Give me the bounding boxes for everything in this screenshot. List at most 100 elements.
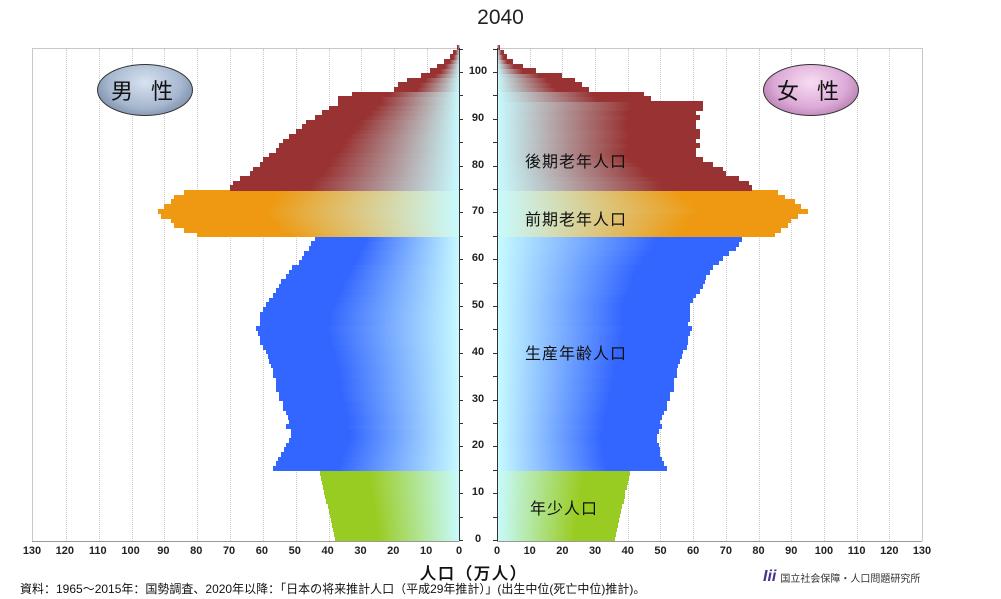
female-bar [497,456,663,463]
male-bar [259,311,460,317]
male-bar [305,119,460,126]
y-tick-mark [459,329,463,331]
early-elderly-label: 前期老年人口 [525,212,628,229]
female-bar [497,63,524,69]
female-bar [497,344,687,350]
female-bar [497,115,700,121]
male-bar [308,246,460,252]
male-bar [290,433,460,439]
male-bar [289,133,460,140]
male-bar [269,297,460,303]
male-bar [259,339,460,346]
source-note: 資料：1965～2015年：国勢調査、2020年以降：「日本の将来推計人口（平成… [20,582,646,596]
female-bar [497,147,697,154]
female-bar [497,157,703,163]
male-bar [272,466,460,472]
y-tick: 80 [471,158,485,171]
y-tick: 90 [471,111,485,124]
y-tick-mark [493,469,497,471]
right-x-axis [497,541,922,542]
left-axis-line [459,48,460,541]
male-bar [277,456,460,463]
female-bar [497,77,576,83]
male-bar [322,480,460,486]
female-bar [497,414,663,420]
male-bar [259,321,460,327]
female-bar [497,180,749,186]
male-bar [289,438,460,444]
x-tick: 60 [255,545,269,557]
male-bar [174,194,460,200]
male-bar [276,386,460,392]
female-bar [497,377,674,383]
female-bar [497,367,677,374]
male-bar [315,236,460,243]
gridline [856,49,858,541]
male-bar [285,424,460,430]
youth-label: 年少人口 [530,501,599,518]
female-bar [497,297,694,303]
y-tick-mark [459,376,463,378]
x-tick: 20 [556,545,569,557]
x-tick: 60 [687,545,700,557]
female-bar [497,204,802,210]
female-bar [497,101,703,107]
x-tick: 10 [420,545,433,557]
male-bar [276,147,460,154]
x-tick: 40 [321,545,334,557]
male-bar [328,508,460,514]
right-axis-line [497,48,498,541]
gridline [262,49,264,541]
y-tick-mark [459,95,463,97]
female-bar [497,484,627,491]
female-bar [497,433,658,439]
male-bar [450,54,460,60]
female-bar [497,419,661,425]
female-bar [497,494,625,500]
male-bar [184,190,460,196]
x-tick: 100 [814,545,834,557]
y-tick-mark [493,142,497,144]
male-bar [279,283,460,289]
female-bar [497,409,664,416]
female-bar [497,82,582,88]
male-bar [329,512,460,519]
female-bar [497,466,667,472]
female-bar [497,105,703,112]
gridline [65,49,67,541]
male-bar [295,129,460,135]
male-bar [394,87,460,93]
male-bar [323,484,460,491]
y-tick: 20 [471,439,485,452]
y-tick-mark [493,306,497,307]
female-bar [497,129,700,135]
y-tick-mark [459,118,463,120]
male-bar [282,405,460,411]
working-age-label: 生産年齢人口 [525,346,628,363]
male-bar [157,208,460,214]
female-bar [497,96,651,102]
male-bar [266,349,460,355]
female-bar [497,236,743,243]
female-bar [497,232,775,238]
gridline [889,49,891,541]
male-bar [280,452,460,458]
male-bar [302,255,460,261]
female-bar [497,166,723,172]
male-bar [170,218,460,224]
female-bar [497,213,798,219]
female-bar [497,110,697,116]
y-tick-mark [459,282,463,284]
gridline [758,49,760,541]
male-bar [351,91,460,97]
male-bar [325,494,460,500]
male-bar [322,110,460,116]
y-tick-mark [493,95,497,97]
gridline [98,49,100,541]
female-plot-area [497,44,923,542]
female-bar [497,452,661,458]
y-tick-mark [493,165,497,167]
y-tick-mark [493,72,497,73]
male-bar [272,372,460,378]
male-bar [239,175,460,182]
